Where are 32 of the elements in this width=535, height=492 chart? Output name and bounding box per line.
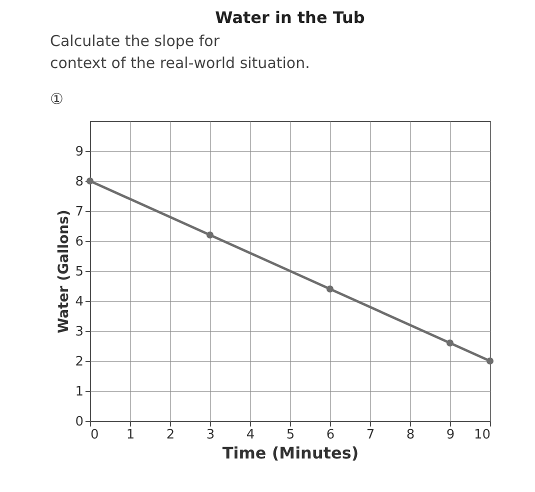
- x-tick-label: 3: [206, 428, 215, 442]
- x-tick-label: 5: [286, 428, 295, 442]
- text: ①: [50, 90, 64, 108]
- x-axis-title: Time (Minutes): [222, 444, 359, 462]
- y-tick-label: 0: [75, 414, 84, 430]
- y-tick-label: 8: [75, 174, 84, 190]
- x-tick-label: 10: [474, 428, 490, 442]
- x-tick-label: 6: [326, 428, 335, 442]
- y-tick-label: 4: [75, 294, 84, 310]
- x-tick-label: 2: [166, 428, 175, 442]
- point: [206, 231, 214, 239]
- text: context of the real-world situation.: [50, 54, 310, 72]
- y-tick-label: 6: [75, 234, 84, 250]
- chart-title: Water in the Tub: [215, 8, 365, 27]
- text: Calculate the slope for: [50, 32, 220, 50]
- point: [446, 339, 454, 347]
- x-tick-label: 4: [246, 428, 255, 442]
- y-tick-label: 2: [75, 354, 84, 370]
- x-tick-label: 9: [446, 428, 455, 442]
- x-tick-label: 7: [366, 428, 375, 442]
- y-tick-label: 1: [75, 384, 84, 400]
- y-tick-label: 5: [75, 264, 84, 280]
- y-tick-label: 3: [75, 324, 84, 340]
- point: [326, 285, 334, 293]
- y-tick-label: 7: [75, 204, 84, 220]
- point: [86, 177, 94, 185]
- y-tick-label: 9: [75, 144, 84, 160]
- point: [486, 357, 494, 365]
- x-tick-label: 0: [90, 428, 99, 442]
- x-tick-label: 8: [406, 428, 415, 442]
- y-axis-title: Water (Gallons): [56, 210, 72, 334]
- x-tick-label: 1: [126, 428, 135, 442]
